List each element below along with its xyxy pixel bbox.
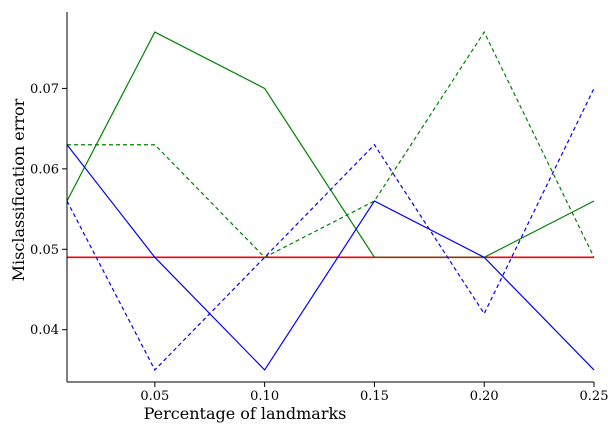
x-tick-label: 0.25 [580,389,608,404]
series-line-1 [67,30,595,259]
series-line-0 [66,31,595,258]
y-axis-title: Misclassification error [9,98,28,281]
series-line-3 [66,88,595,371]
y-tick-label: 0.06 [30,162,59,177]
y-tick-label: 0.05 [30,243,59,258]
axes-layer: 0.05 0.10 0.15 0.20 0.25 0.04 0.05 0.06 0.07 [30,12,608,404]
series-line-2 [66,144,595,371]
x-axis-title: Percentage of landmarks [144,404,347,423]
y-tick-label: 0.04 [30,323,59,338]
series-layer [66,30,595,371]
x-tick-label: 0.20 [470,389,499,404]
y-tick-label: 0.07 [30,82,59,97]
x-tick-label: 0.05 [140,389,169,404]
x-tick-label: 0.10 [250,389,279,404]
x-tick-label: 0.15 [360,389,389,404]
